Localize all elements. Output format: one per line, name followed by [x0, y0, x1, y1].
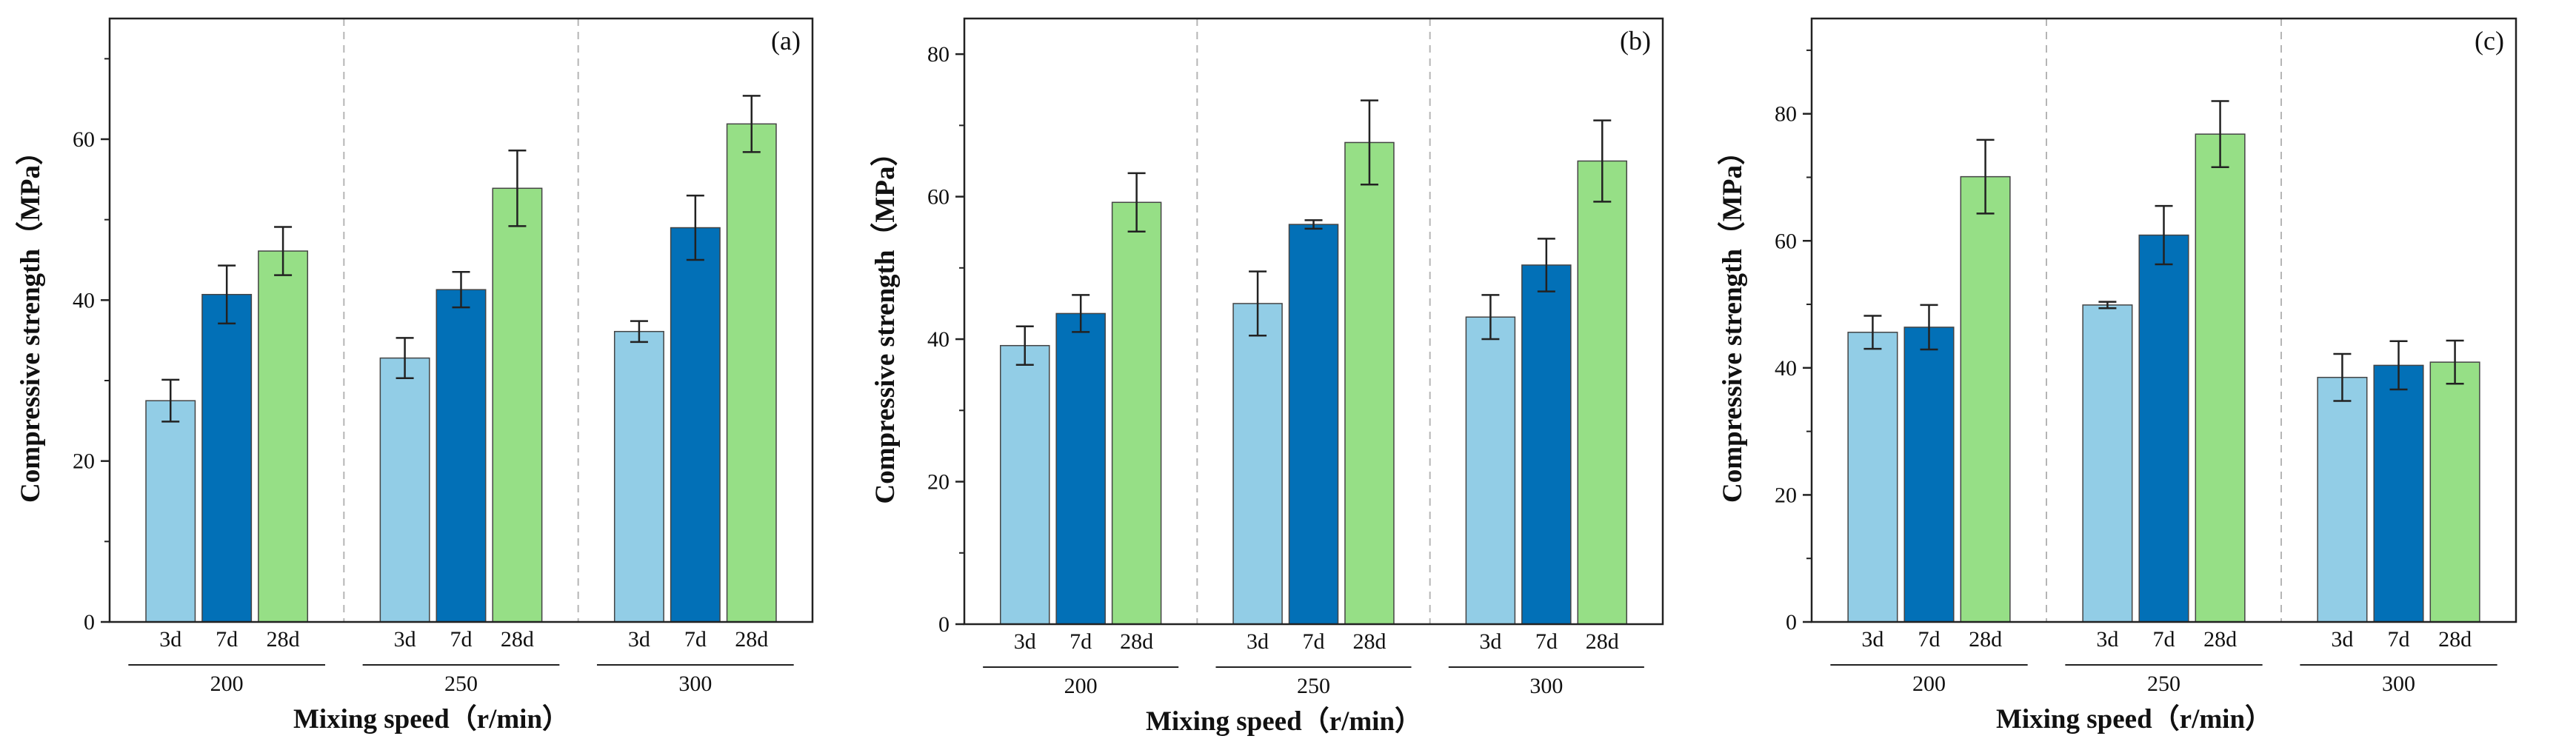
category-label: 3d [1861, 627, 1883, 652]
y-tick-label: 0 [1786, 610, 1797, 635]
bar-28d [1577, 160, 1628, 625]
x-axis-title: Mixing speed（r/min） [1146, 706, 1422, 737]
y-tick-label: 0 [938, 612, 950, 637]
bar-3d [379, 357, 430, 623]
category-label: 7d [216, 627, 238, 652]
category-label: 3d [1479, 629, 1501, 654]
bar-7d [436, 289, 487, 623]
category-label: 28d [1120, 629, 1153, 654]
category-label: 3d [159, 627, 181, 652]
category-label: 7d [1535, 629, 1558, 654]
x-axis-title: Mixing speed（r/min） [1996, 703, 2272, 734]
group-label: 300 [678, 672, 712, 696]
category-label: 7d [2153, 627, 2175, 652]
bar-3d [1847, 332, 1898, 623]
y-tick-label: 40 [1775, 356, 1797, 381]
category-label: 7d [2388, 627, 2410, 652]
bar-3d [145, 400, 196, 623]
category-label: 28d [267, 627, 300, 652]
y-axis-title: Compressive strength（MPa） [870, 139, 901, 504]
bar-28d [1960, 175, 2011, 623]
bar-7d [201, 293, 253, 623]
y-tick-label: 0 [84, 610, 95, 635]
bar-7d [1903, 327, 1955, 623]
category-label: 28d [1969, 627, 2002, 652]
category-label: 28d [2203, 627, 2237, 652]
panel-label: (c) [2475, 26, 2504, 56]
y-tick-label: 60 [73, 127, 95, 152]
category-label: 7d [450, 627, 473, 652]
category-label: 28d [2438, 627, 2472, 652]
bar-3d [1232, 303, 1283, 625]
group-label: 300 [2382, 672, 2415, 696]
plot-frame [963, 17, 1664, 626]
y-tick-label: 20 [73, 449, 95, 474]
y-tick-label: 20 [927, 470, 950, 495]
y-axis-title: Compressive strength（MPa） [15, 138, 46, 503]
bar-28d [1111, 201, 1162, 625]
category-label: 3d [1247, 629, 1269, 654]
category-label: 28d [1352, 629, 1386, 654]
plot-frame [1810, 17, 2517, 623]
category-label: 28d [501, 627, 534, 652]
group-label: 200 [1912, 672, 1946, 696]
bar-28d [258, 250, 309, 623]
bar-28d [1344, 141, 1395, 625]
panel-b: 0 20 40 60 80 3d 7d 28d 200 3d 7d 28d 250 3d 7d 28d 300 M… [870, 17, 1664, 737]
y-axis-title: Compressive strength（MPa） [1717, 138, 1748, 503]
y-tick-label: 80 [1775, 102, 1797, 127]
category-label: 3d [394, 627, 416, 652]
bar-7d [2138, 234, 2189, 623]
group-label: 250 [444, 672, 478, 696]
x-axis-title: Mixing speed（r/min） [293, 703, 570, 734]
bar-7d [1288, 224, 1339, 625]
panel-a: 0 20 40 60 3d 7d 28d 200 3d 7d 28d 250 3d 7d 28d 300 Mix… [15, 17, 814, 734]
panel-label: (b) [1620, 26, 1651, 56]
category-label: 3d [1014, 629, 1036, 654]
bar-7d [1055, 312, 1106, 625]
group-label: 250 [2147, 672, 2180, 696]
bar-28d [492, 187, 543, 623]
bar-7d [2373, 364, 2424, 623]
y-tick-label: 40 [927, 327, 950, 352]
category-label: 28d [1586, 629, 1619, 654]
bar-28d [2429, 361, 2480, 623]
group-label: 300 [1529, 674, 1563, 698]
y-tick-label: 20 [1775, 483, 1797, 507]
y-tick-label: 80 [927, 42, 950, 67]
category-label: 7d [1918, 627, 1941, 652]
plot-frame [108, 17, 814, 623]
bar-3d [613, 330, 664, 623]
category-label: 28d [735, 627, 768, 652]
bar-3d [999, 344, 1050, 625]
bar-7d [1521, 264, 1572, 625]
panel-label: (a) [771, 26, 801, 56]
bar-28d [2195, 133, 2246, 623]
category-label: 3d [628, 627, 650, 652]
bar-28d [726, 123, 777, 623]
y-tick-label: 60 [1775, 229, 1797, 253]
bar-3d [1465, 316, 1516, 625]
bar-3d [2317, 376, 2368, 623]
bar-7d [670, 227, 721, 623]
group-label: 250 [1297, 674, 1330, 698]
bar-3d [2082, 304, 2133, 623]
category-label: 3d [2331, 627, 2353, 652]
group-label: 200 [210, 672, 244, 696]
y-tick-label: 40 [73, 288, 95, 312]
panel-c: 0 20 40 60 80 3d 7d 28d 200 3d 7d 28d 250 3d 7d 28d 300 M… [1717, 17, 2517, 734]
category-label: 3d [2096, 627, 2118, 652]
y-tick-label: 60 [927, 185, 950, 210]
category-label: 7d [684, 627, 707, 652]
category-label: 7d [1070, 629, 1092, 654]
category-label: 7d [1303, 629, 1325, 654]
group-label: 200 [1064, 674, 1098, 698]
